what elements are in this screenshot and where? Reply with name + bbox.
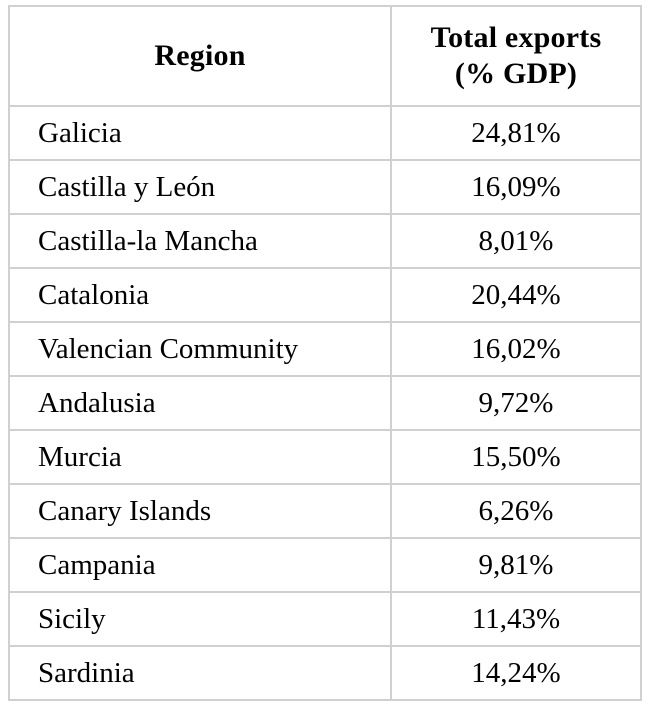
table-row: Catalonia 20,44% (8, 267, 642, 323)
region-cell: Castilla-la Mancha (8, 213, 392, 269)
region-cell: Andalusia (8, 375, 392, 431)
value-cell: 11,43% (390, 591, 642, 647)
region-cell: Sicily (8, 591, 392, 647)
value-cell: 9,72% (390, 375, 642, 431)
table-row: Galicia 24,81% (8, 105, 642, 161)
column-header-total-exports: Total exports (% GDP) (390, 5, 642, 107)
table-row: Sardinia 14,24% (8, 645, 642, 701)
header-row: Region Total exports (% GDP) (8, 5, 642, 107)
value-cell: 8,01% (390, 213, 642, 269)
region-cell: Campania (8, 537, 392, 593)
region-cell: Valencian Community (8, 321, 392, 377)
value-cell: 20,44% (390, 267, 642, 323)
region-cell: Castilla y León (8, 159, 392, 215)
table-row: Canary Islands 6,26% (8, 483, 642, 539)
value-cell: 24,81% (390, 105, 642, 161)
exports-table: Region Total exports (% GDP) Galicia 24,… (8, 5, 642, 701)
region-cell: Catalonia (8, 267, 392, 323)
table-row: Sicily 11,43% (8, 591, 642, 647)
table-row: Valencian Community 16,02% (8, 321, 642, 377)
value-cell: 9,81% (390, 537, 642, 593)
table-row: Murcia 15,50% (8, 429, 642, 485)
column-header-region: Region (8, 5, 392, 107)
value-cell: 16,02% (390, 321, 642, 377)
value-cell: 14,24% (390, 645, 642, 701)
value-cell: 15,50% (390, 429, 642, 485)
table-row: Campania 9,81% (8, 537, 642, 593)
region-cell: Canary Islands (8, 483, 392, 539)
region-cell: Galicia (8, 105, 392, 161)
table-row: Castilla y León 16,09% (8, 159, 642, 215)
value-cell: 6,26% (390, 483, 642, 539)
table-row: Castilla-la Mancha 8,01% (8, 213, 642, 269)
value-cell: 16,09% (390, 159, 642, 215)
region-cell: Murcia (8, 429, 392, 485)
region-cell: Sardinia (8, 645, 392, 701)
table-row: Andalusia 9,72% (8, 375, 642, 431)
